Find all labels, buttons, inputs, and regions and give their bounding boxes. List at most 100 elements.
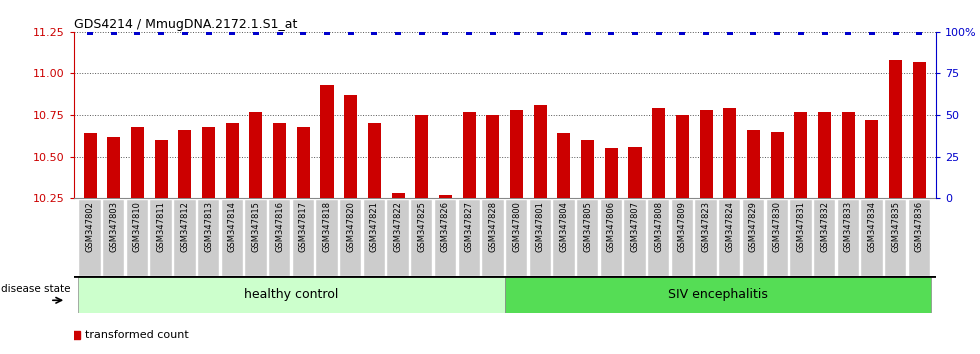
- Text: transformed count: transformed count: [85, 330, 188, 340]
- Text: GSM347821: GSM347821: [369, 201, 379, 252]
- Text: GSM347824: GSM347824: [725, 201, 734, 252]
- Text: GSM347814: GSM347814: [227, 201, 237, 252]
- Point: [153, 29, 169, 35]
- Point: [201, 29, 217, 35]
- FancyBboxPatch shape: [743, 200, 764, 276]
- Bar: [392, 193, 405, 198]
- FancyBboxPatch shape: [838, 200, 858, 276]
- FancyBboxPatch shape: [317, 200, 338, 276]
- Bar: [723, 108, 736, 198]
- FancyBboxPatch shape: [78, 277, 505, 313]
- Bar: [770, 132, 784, 198]
- Text: GSM347803: GSM347803: [110, 201, 119, 252]
- Text: GSM347817: GSM347817: [299, 201, 308, 252]
- Text: GSM347825: GSM347825: [417, 201, 426, 252]
- Point: [177, 29, 193, 35]
- FancyBboxPatch shape: [506, 200, 527, 276]
- Text: GSM347804: GSM347804: [560, 201, 568, 252]
- Point: [604, 29, 619, 35]
- Text: GSM347827: GSM347827: [465, 201, 473, 252]
- FancyBboxPatch shape: [624, 200, 646, 276]
- FancyBboxPatch shape: [79, 200, 101, 276]
- Bar: [510, 110, 523, 198]
- FancyBboxPatch shape: [908, 200, 930, 276]
- FancyBboxPatch shape: [766, 200, 788, 276]
- Bar: [912, 62, 926, 198]
- Text: GSM347811: GSM347811: [157, 201, 166, 252]
- Point: [841, 29, 857, 35]
- FancyBboxPatch shape: [126, 200, 148, 276]
- Text: GSM347812: GSM347812: [180, 201, 189, 252]
- Bar: [368, 124, 381, 198]
- Text: GSM347826: GSM347826: [441, 201, 450, 252]
- Text: GSM347828: GSM347828: [488, 201, 498, 252]
- Bar: [83, 133, 97, 198]
- FancyBboxPatch shape: [648, 200, 669, 276]
- Point: [343, 29, 359, 35]
- Point: [296, 29, 312, 35]
- Text: GSM347822: GSM347822: [394, 201, 403, 252]
- Bar: [439, 195, 452, 198]
- FancyBboxPatch shape: [174, 200, 196, 276]
- FancyBboxPatch shape: [813, 200, 835, 276]
- Point: [319, 29, 335, 35]
- Point: [271, 29, 287, 35]
- Point: [793, 29, 808, 35]
- FancyBboxPatch shape: [505, 277, 931, 313]
- FancyBboxPatch shape: [221, 200, 243, 276]
- Point: [224, 29, 240, 35]
- Point: [438, 29, 454, 35]
- Bar: [581, 140, 594, 198]
- Point: [722, 29, 738, 35]
- Bar: [416, 115, 428, 198]
- Point: [485, 29, 501, 35]
- Point: [864, 29, 880, 35]
- Point: [580, 29, 596, 35]
- Bar: [558, 133, 570, 198]
- Bar: [818, 112, 831, 198]
- Point: [129, 29, 145, 35]
- FancyBboxPatch shape: [482, 200, 504, 276]
- Point: [674, 29, 690, 35]
- Point: [248, 29, 264, 35]
- FancyBboxPatch shape: [245, 200, 267, 276]
- FancyBboxPatch shape: [601, 200, 622, 276]
- Text: GSM347835: GSM347835: [891, 201, 900, 252]
- Bar: [865, 120, 878, 198]
- Text: GSM347800: GSM347800: [512, 201, 521, 252]
- Text: GSM347836: GSM347836: [914, 201, 924, 252]
- Point: [532, 29, 548, 35]
- Point: [390, 29, 406, 35]
- FancyBboxPatch shape: [103, 200, 124, 276]
- FancyBboxPatch shape: [719, 200, 741, 276]
- FancyBboxPatch shape: [554, 200, 574, 276]
- Point: [746, 29, 761, 35]
- Point: [651, 29, 666, 35]
- Text: GSM347809: GSM347809: [678, 201, 687, 252]
- FancyBboxPatch shape: [198, 200, 220, 276]
- Bar: [795, 112, 808, 198]
- Text: GSM347801: GSM347801: [536, 201, 545, 252]
- Bar: [178, 130, 191, 198]
- Text: disease state: disease state: [1, 284, 71, 294]
- Text: GSM347805: GSM347805: [583, 201, 592, 252]
- Bar: [155, 140, 168, 198]
- Bar: [320, 85, 333, 198]
- Bar: [534, 105, 547, 198]
- Point: [82, 29, 98, 35]
- Text: GSM347829: GSM347829: [749, 201, 758, 252]
- Text: GSM347823: GSM347823: [702, 201, 710, 252]
- FancyBboxPatch shape: [529, 200, 551, 276]
- Text: GSM347832: GSM347832: [820, 201, 829, 252]
- Point: [769, 29, 785, 35]
- Text: GSM347808: GSM347808: [655, 201, 663, 252]
- Bar: [463, 112, 475, 198]
- Bar: [297, 127, 310, 198]
- Bar: [676, 115, 689, 198]
- FancyBboxPatch shape: [387, 200, 409, 276]
- FancyBboxPatch shape: [696, 200, 716, 276]
- FancyBboxPatch shape: [671, 200, 693, 276]
- Bar: [700, 110, 712, 198]
- Text: SIV encephalitis: SIV encephalitis: [668, 288, 768, 301]
- Text: GSM347818: GSM347818: [322, 201, 331, 252]
